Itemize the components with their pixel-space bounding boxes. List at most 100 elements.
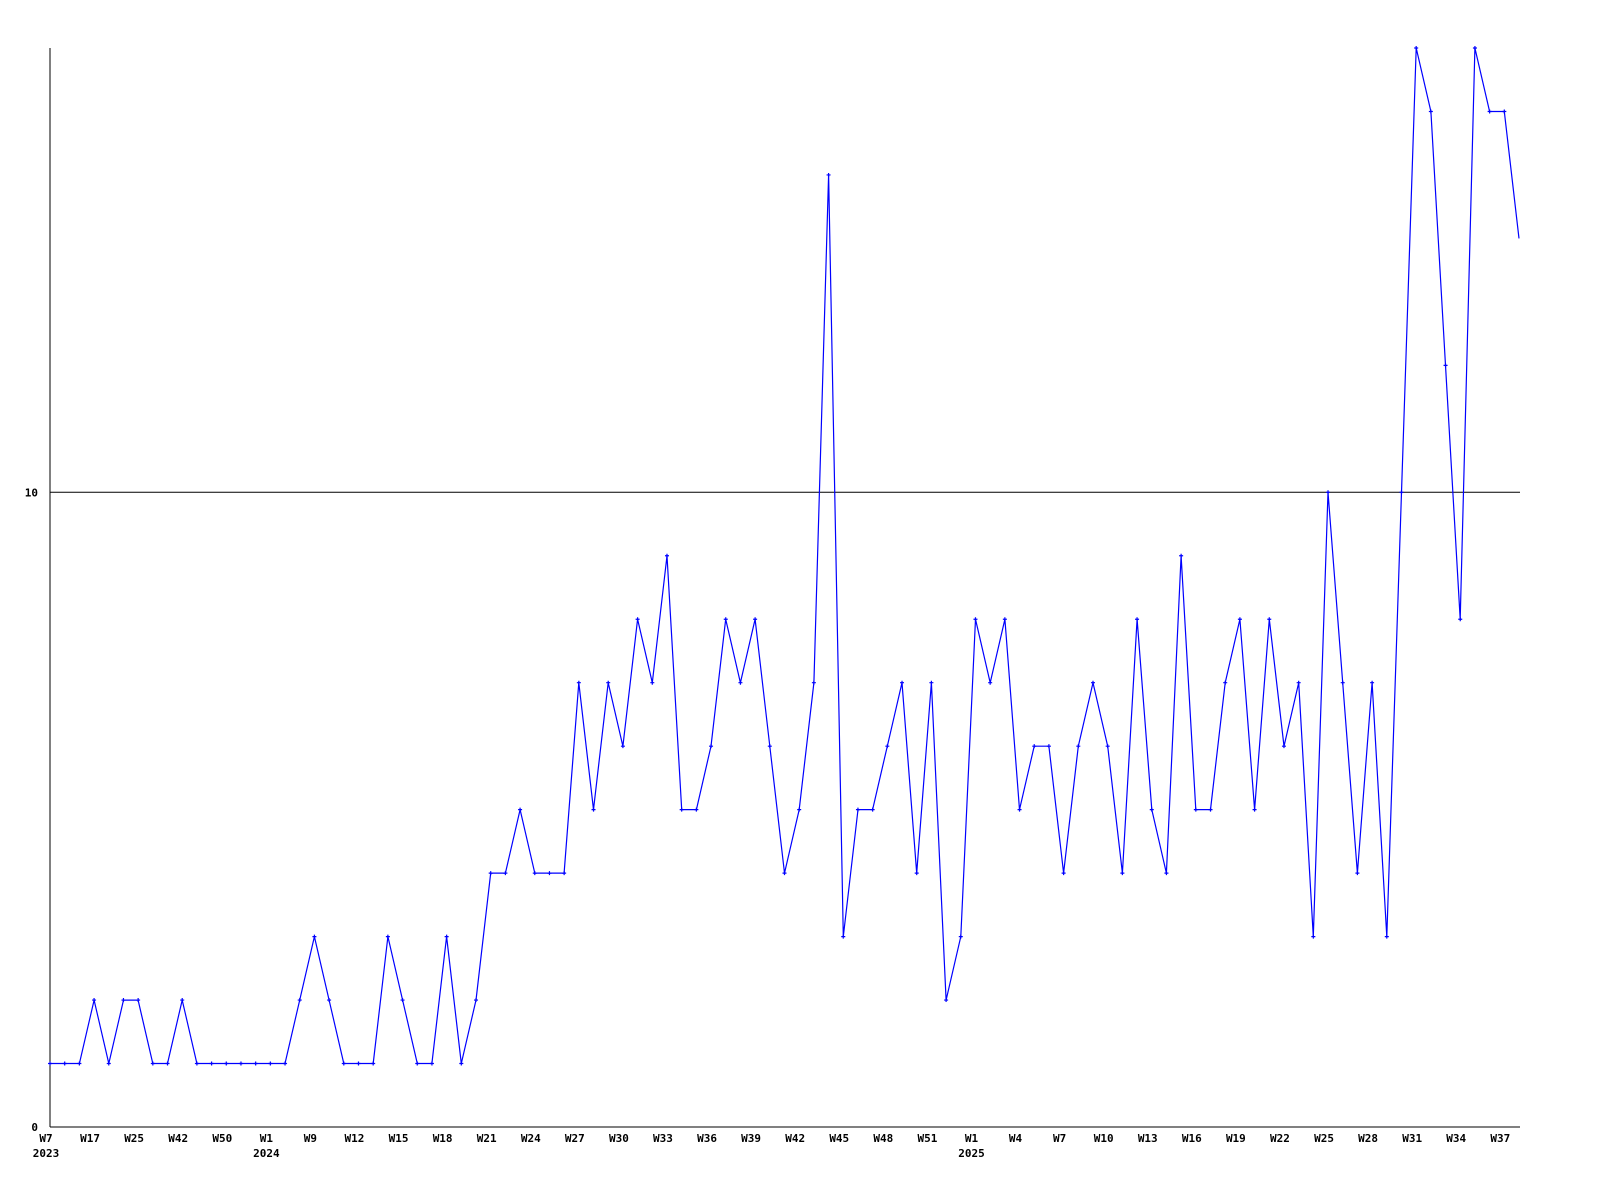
data-point [944, 998, 949, 1003]
data-point [1237, 617, 1242, 622]
x-tick-label: W13 [1138, 1132, 1158, 1145]
data-point [1135, 617, 1140, 622]
data-point [400, 998, 405, 1003]
data-point [150, 1061, 155, 1066]
x-tick-label: W37 [1490, 1132, 1510, 1145]
data-point [253, 1061, 258, 1066]
data-point [635, 617, 640, 622]
data-point [180, 998, 185, 1003]
data-point [1458, 617, 1463, 622]
x-tick-label: W12 [345, 1132, 365, 1145]
data-point [444, 934, 449, 939]
data-point [341, 1061, 346, 1066]
data-point [1002, 617, 1007, 622]
data-point [532, 871, 537, 876]
data-point [797, 807, 802, 812]
data-point [1149, 807, 1154, 812]
data-point [92, 998, 97, 1003]
x-tick-label: W21 [477, 1132, 497, 1145]
y-tick-label: 0 [31, 1121, 38, 1134]
x-tick-label: W34 [1446, 1132, 1466, 1145]
data-point [767, 744, 772, 749]
x-tick-label: W18 [433, 1132, 453, 1145]
data-point [650, 680, 655, 685]
data-point [576, 680, 581, 685]
x-tick-label: W45 [829, 1132, 849, 1145]
data-point [1179, 553, 1184, 558]
data-point [1164, 871, 1169, 876]
data-point [1502, 109, 1507, 114]
x-tick-label: W36 [697, 1132, 717, 1145]
data-point [1281, 744, 1286, 749]
data-point [415, 1061, 420, 1066]
data-point [782, 871, 787, 876]
x-tick-label: W9 [304, 1132, 317, 1145]
data-point [371, 1061, 376, 1066]
x-tick-label: W51 [917, 1132, 937, 1145]
data-point [62, 1061, 67, 1066]
x-tick-label: W30 [609, 1132, 629, 1145]
data-point [811, 680, 816, 685]
data-point [312, 934, 317, 939]
data-point [620, 744, 625, 749]
x-tick-label: W28 [1358, 1132, 1378, 1145]
data-point [547, 871, 552, 876]
data-point [1355, 871, 1360, 876]
data-point [1105, 744, 1110, 749]
x-tick-label: W50 [212, 1132, 232, 1145]
x-year-label: 2024 [253, 1147, 280, 1160]
data-point [459, 1061, 464, 1066]
data-point [1384, 934, 1389, 939]
data-point [48, 1061, 52, 1066]
data-point [679, 807, 684, 812]
x-year-label: 2023 [33, 1147, 60, 1160]
x-tick-label: W16 [1182, 1132, 1202, 1145]
x-tick-label: W39 [741, 1132, 761, 1145]
data-point [1472, 46, 1477, 50]
tick-labels: 0 10 W7 2023 W17 W25 W42 W50 W1 2024 W9 W12 W15 W18 W2… [25, 486, 1510, 1160]
x-tick-label: W42 [168, 1132, 188, 1145]
data-point [1428, 109, 1433, 114]
data-point [664, 553, 669, 558]
data-point [723, 617, 728, 622]
x-tick-label: W7 [1053, 1132, 1066, 1145]
data-point [194, 1061, 199, 1066]
data-point [753, 617, 758, 622]
data-point [1061, 871, 1066, 876]
series [48, 46, 1520, 1066]
data-point [900, 680, 905, 685]
data-point [106, 1061, 111, 1066]
data-point [885, 744, 890, 749]
data-point [1311, 934, 1316, 939]
x-tick-label: W19 [1226, 1132, 1246, 1145]
data-point [738, 680, 743, 685]
data-point [283, 1061, 288, 1066]
data-point [136, 998, 141, 1003]
x-tick-label: W1 [965, 1132, 979, 1145]
data-point [1399, 490, 1404, 495]
x-tick-label: W24 [521, 1132, 541, 1145]
data-point [914, 871, 919, 876]
data-point [327, 998, 332, 1003]
data-point [1252, 807, 1257, 812]
data-point [1370, 680, 1375, 685]
data-point [474, 998, 479, 1003]
data-point [958, 934, 963, 939]
data-point [1120, 871, 1125, 876]
x-tick-label: W48 [873, 1132, 893, 1145]
x-tick-label: W31 [1402, 1132, 1422, 1145]
data-point [1046, 744, 1051, 749]
x-tick-label: W27 [565, 1132, 585, 1145]
series-line [50, 47, 1520, 1065]
data-point [562, 871, 567, 876]
x-tick-label: W42 [785, 1132, 805, 1145]
data-point [268, 1061, 273, 1066]
data-point [1340, 680, 1345, 685]
data-point [841, 934, 846, 939]
data-point [1487, 109, 1492, 114]
x-tick-label: W15 [389, 1132, 409, 1145]
data-point [1208, 807, 1213, 812]
data-point [1223, 680, 1228, 685]
data-point [1017, 807, 1022, 812]
data-point [988, 680, 993, 685]
